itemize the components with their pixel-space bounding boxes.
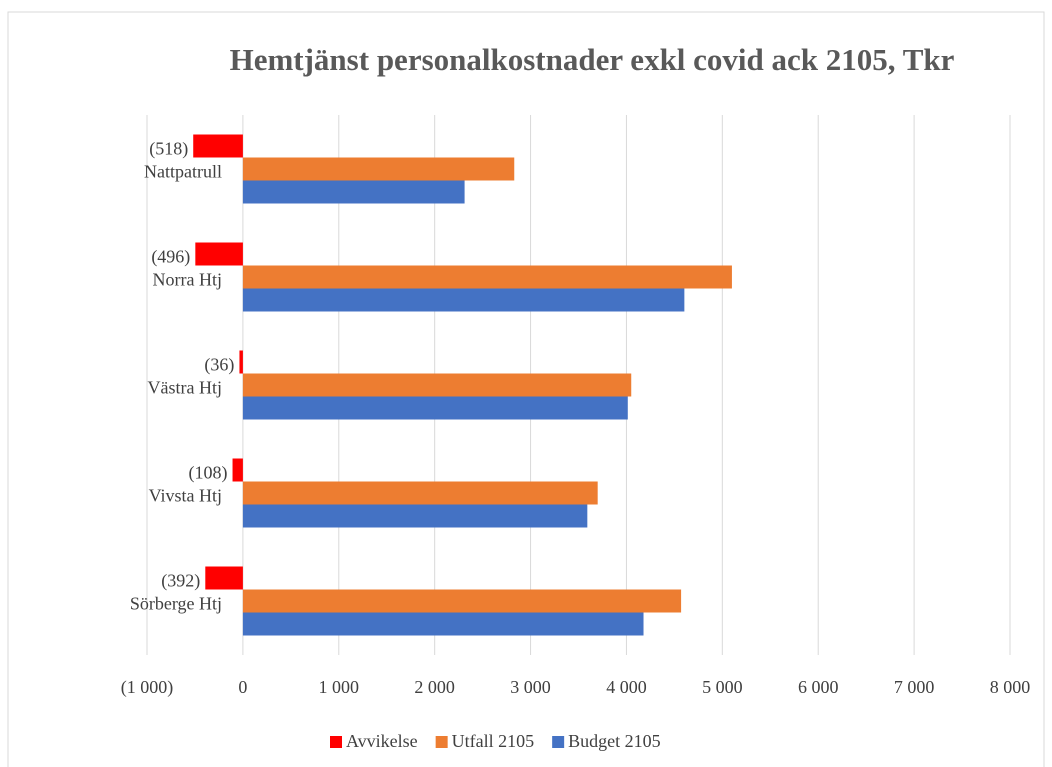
bar — [242, 396, 628, 420]
data-label: (392) — [161, 571, 200, 592]
legend-swatch — [435, 736, 448, 748]
x-tick-label: 5 000 — [702, 677, 743, 697]
x-tick-label: 1 000 — [319, 677, 360, 697]
x-tick-label: 8 000 — [990, 677, 1031, 697]
bar — [242, 612, 644, 636]
legend-label: Utfall 2105 — [452, 731, 535, 751]
bar — [242, 288, 685, 312]
x-tick-label: 2 000 — [414, 677, 455, 697]
y-tick-label: Västra Htj — [148, 378, 222, 398]
legend-swatch — [330, 736, 342, 748]
bar — [242, 504, 588, 528]
y-tick-label: Vivsta Htj — [149, 486, 222, 506]
x-tick-label: 7 000 — [894, 677, 935, 697]
bar — [195, 242, 243, 266]
bar — [242, 265, 732, 289]
bar — [242, 157, 515, 181]
bar — [242, 589, 682, 613]
data-label: (518) — [149, 139, 188, 160]
bar — [242, 180, 465, 204]
legend-label: Avvikelse — [346, 731, 418, 751]
y-tick-label: Norra Htj — [153, 270, 222, 290]
data-label: (36) — [204, 355, 234, 376]
bar — [242, 481, 598, 505]
bar — [232, 458, 243, 482]
x-tick-label: 6 000 — [798, 677, 839, 697]
y-tick-label: Nattpatrull — [144, 162, 222, 182]
data-label: (496) — [151, 247, 190, 268]
y-tick-label: Sörberge Htj — [130, 594, 222, 614]
x-tick-label: 0 — [238, 677, 247, 697]
x-tick-label: (1 000) — [121, 677, 174, 698]
x-tick-label: 3 000 — [510, 677, 551, 697]
chart-title: Hemtjänst personalkostnader exkl covid a… — [230, 42, 955, 77]
bar — [239, 350, 243, 374]
bar — [193, 134, 243, 158]
bar — [242, 373, 632, 397]
x-tick-label: 4 000 — [606, 677, 647, 697]
legend-swatch — [552, 736, 565, 748]
data-label: (108) — [189, 463, 228, 484]
legend-label: Budget 2105 — [568, 731, 661, 751]
bar — [205, 566, 243, 590]
